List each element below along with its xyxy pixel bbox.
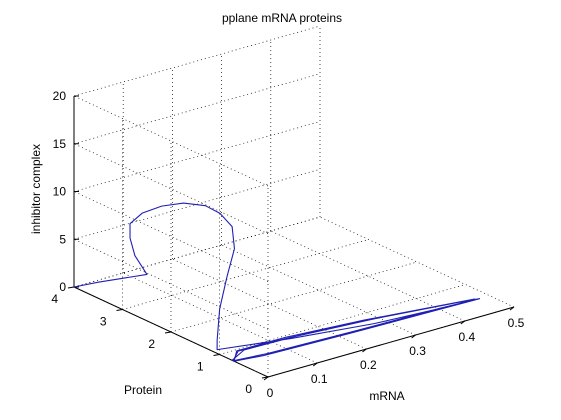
- x-tick-mark: [509, 306, 515, 311]
- x-tick-label: 0.4: [458, 330, 475, 344]
- axes-layer: [73, 96, 515, 378]
- y-tick-label: 4: [51, 292, 58, 306]
- y-tick-label: 0: [245, 382, 252, 396]
- back-wall-grid-line: [73, 216, 321, 288]
- x-tick-mark: [312, 362, 318, 367]
- back-wall-grid-line: [73, 25, 321, 97]
- y-tick-mark: [164, 331, 172, 334]
- x-tick-label: 0.5: [508, 316, 525, 330]
- z-axis-label: inhibitor complex: [29, 144, 43, 234]
- x-tick-label: 0.1: [311, 372, 328, 386]
- y-tick-mark: [67, 286, 75, 289]
- floor-grid-line: [73, 216, 321, 288]
- z-tick-label: 0: [59, 280, 66, 294]
- x-tick-label: 0: [267, 386, 274, 400]
- z-tick-label: 10: [53, 185, 67, 199]
- floor-grid-line: [122, 239, 369, 310]
- left-wall-grid-line: [73, 95, 269, 187]
- x-tick-mark: [411, 334, 416, 339]
- floor-grid-line: [319, 216, 515, 308]
- back-wall-grid-line: [73, 121, 321, 192]
- trajectory-line: [73, 202, 481, 362]
- x-axis-label: mRNA: [369, 389, 404, 403]
- y-tick-label: 2: [148, 337, 155, 351]
- floor-grid-line: [170, 261, 418, 333]
- y-tick-mark: [213, 354, 220, 356]
- z-tick-label: 5: [59, 232, 66, 246]
- series-layer: [73, 202, 481, 362]
- y-tick-label: 1: [197, 360, 204, 374]
- x-tick-label: 0.2: [360, 358, 377, 372]
- z-tick-label: 15: [53, 137, 67, 151]
- x-axis-line: [267, 306, 515, 378]
- z-tick-label: 20: [53, 89, 67, 103]
- back-wall-grid-line: [73, 73, 321, 145]
- y-axis-label: Protein: [124, 383, 162, 397]
- floor-grid-line: [221, 244, 416, 336]
- x-tick-label: 0.3: [409, 344, 426, 358]
- y-tick-mark: [116, 309, 123, 311]
- grid-layer: [73, 25, 515, 378]
- left-wall-grid-line: [73, 143, 269, 235]
- x-tick-mark: [362, 348, 367, 353]
- x-tick-mark: [460, 320, 466, 325]
- chart-title: pplane mRNA proteins: [222, 11, 342, 25]
- y-tick-mark: [261, 376, 269, 379]
- y-tick-label: 3: [100, 315, 107, 329]
